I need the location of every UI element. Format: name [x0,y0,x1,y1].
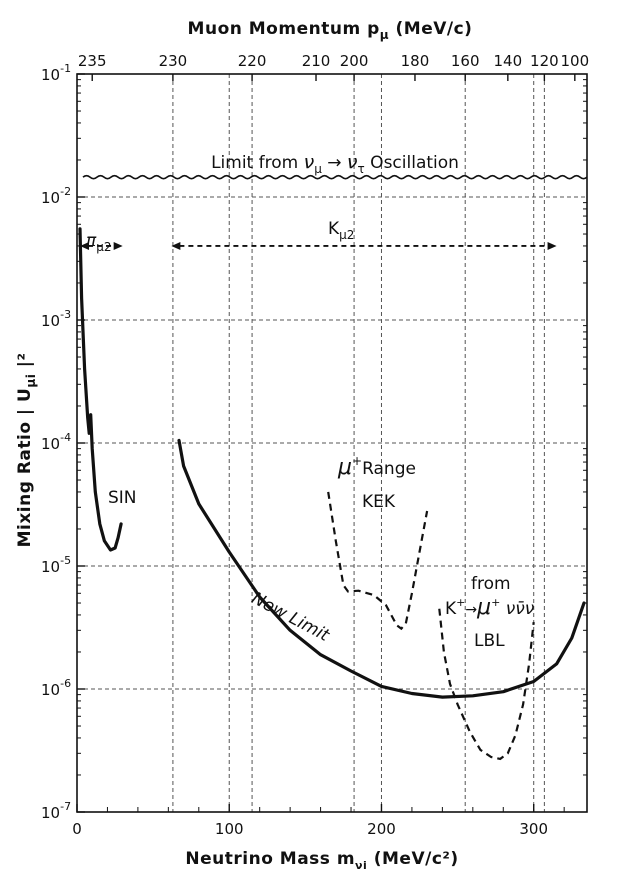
x-tick-label: 200 [367,820,396,838]
top-tick-label: 140 [494,52,523,70]
kek-label-line1: μ+Range [337,454,416,480]
top-tick-label: 180 [401,52,430,70]
lbl-label-line3: LBL [474,631,505,651]
x-tick-label: 0 [72,820,82,838]
y-tick-label: 10-1 [41,62,71,84]
x-axis-sub: νi [355,859,367,872]
y-tick-label: 10-7 [41,800,71,822]
y-axis-sub: μi [24,374,38,388]
range-arrow-head-right [113,241,123,250]
top-tick-label: 235 [78,52,107,70]
range-arrow-head-left [80,241,90,250]
top-tick-label: 200 [340,52,369,70]
top-axis-sub: μ [380,28,389,42]
range-arrow-head-right [547,241,557,250]
top-tick-label: 220 [238,52,267,70]
x-tick-label: 100 [215,820,244,838]
sin-label: SIN [108,488,137,508]
y-tick-label: 10-4 [41,431,71,453]
oscillation-limit-line [82,174,588,180]
oscillation-label: Limit from νμ → ντ Oscillation [211,151,459,176]
y-tick-label: 10-2 [41,185,71,207]
y-tick-label: 10-3 [41,308,71,330]
top-tick-label: 160 [451,52,480,70]
grid [77,74,587,812]
k-mu2-label: Kμ2 [328,219,354,242]
series-sin [78,227,123,552]
new-limit-label: New Limit [248,588,333,646]
top-tick-label: 230 [159,52,188,70]
y-tick-label: 10-6 [41,677,71,699]
top-tick-label: 210 [302,52,331,70]
top-axis-label: Muon Momentum pμ (MeV/c) [188,19,473,42]
x-tick-label: 300 [519,820,548,838]
series [78,174,588,761]
lbl-label-line2: K+→μ+ νν̄ν [445,595,535,620]
series-range-kek [327,491,429,631]
kek-label-line2: KEK [362,492,396,512]
axis-ticks: 0 100 200 300 10-7 10-6 10-5 10-4 10-3 10-2 10-1 23… [41,52,589,838]
series-new-limit [177,438,586,699]
annotations [80,241,557,250]
series-k-lbl [438,608,535,761]
lbl-label-line1: from [471,574,511,594]
top-tick-label: 120 [530,52,559,70]
x-axis-label: Neutrino Mass mνi (MeV/c²) [185,849,458,872]
y-axis-label: Mixing Ratio | Uμi |² [15,353,38,548]
pi-mu2-label: πμ2 [86,231,112,254]
y-tick-label: 10-5 [41,554,71,576]
range-arrow-head-left [171,241,181,250]
top-tick-label: 100 [561,52,590,70]
